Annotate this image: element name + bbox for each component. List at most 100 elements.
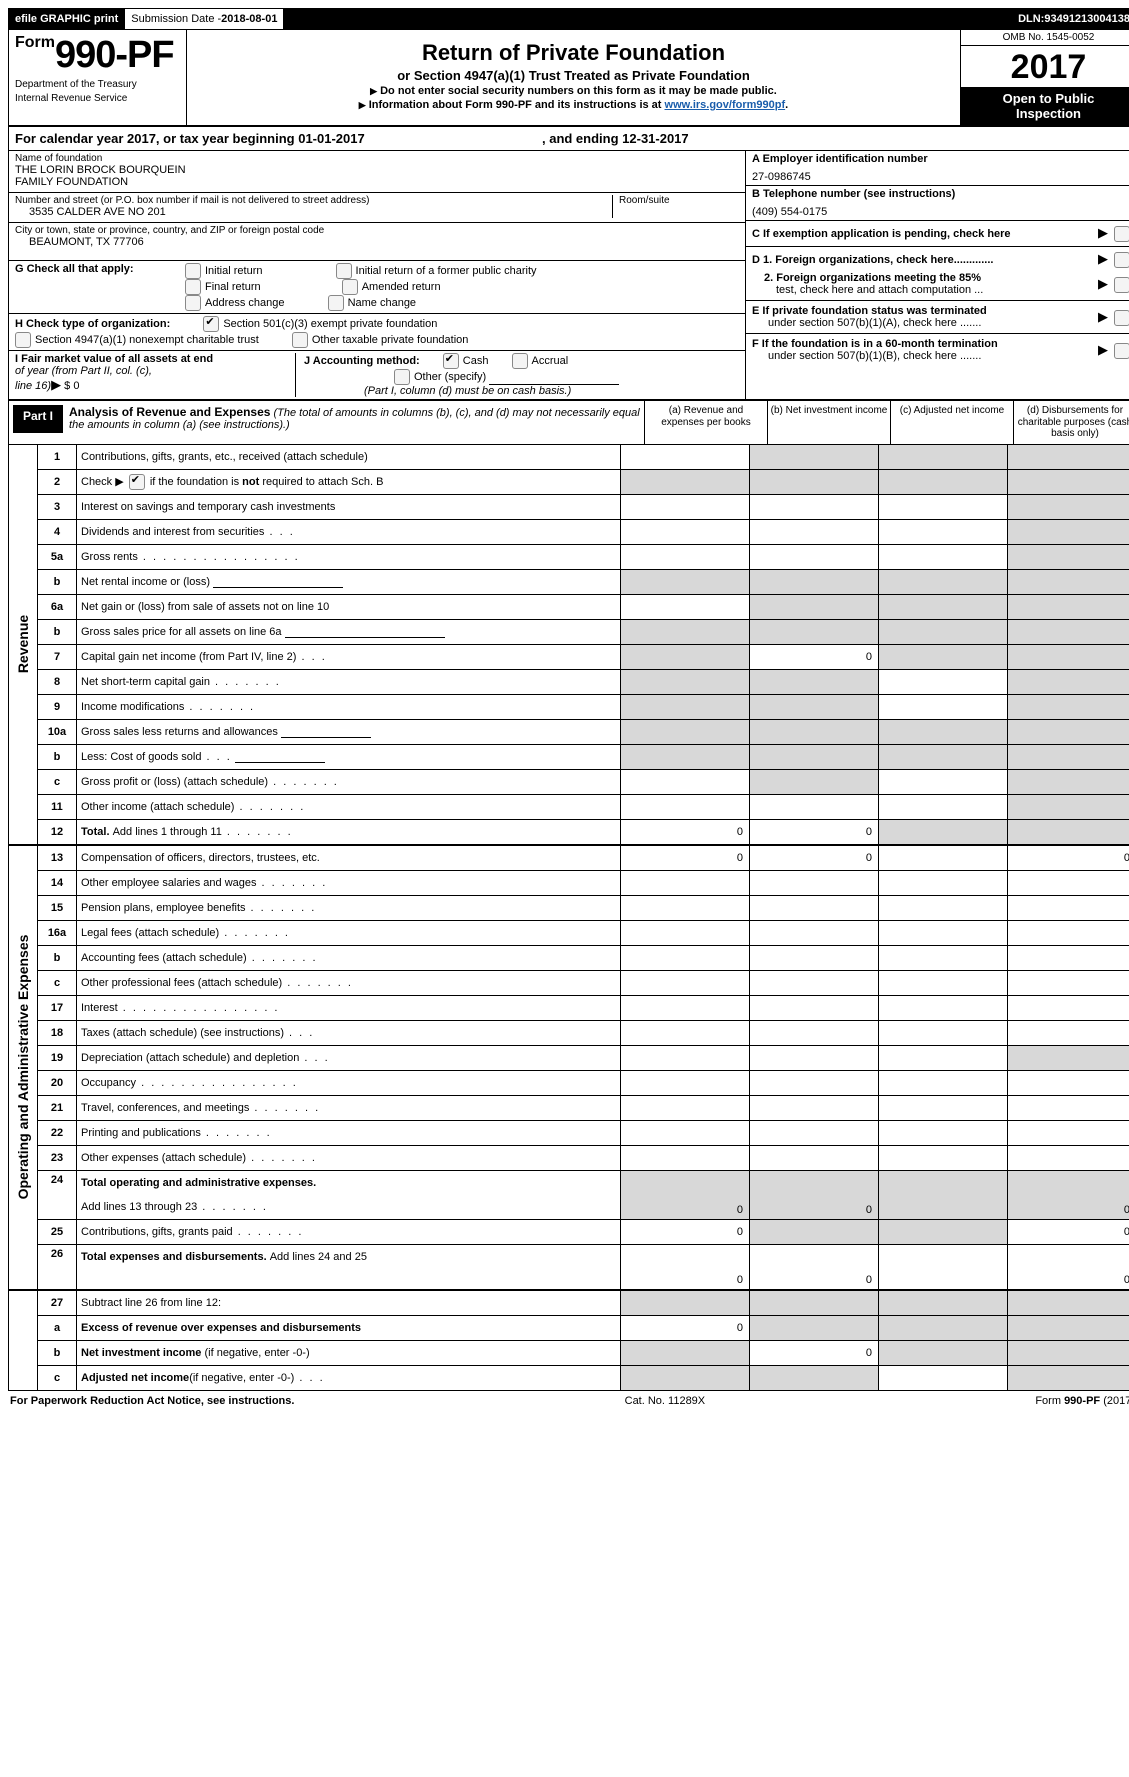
expenses-table: 13Compensation of officers, directors, t…: [38, 846, 1129, 1289]
entity-right: A Employer identification number 27-0986…: [745, 151, 1129, 399]
ck-c[interactable]: [1114, 226, 1129, 242]
part1-label: Part I: [13, 405, 63, 433]
g-o4: Amended return: [362, 281, 441, 293]
l10c: Gross profit or (loss) (attach schedule): [77, 769, 621, 794]
l13-a: 0: [621, 846, 750, 871]
l3: Interest on savings and temporary cash i…: [77, 494, 621, 519]
l10a: Gross sales less returns and allowances: [77, 719, 621, 744]
form-subtitle: or Section 4947(a)(1) Trust Treated as P…: [193, 68, 954, 83]
open-public: Open to Public Inspection: [961, 87, 1129, 125]
ck-other-taxable[interactable]: [292, 332, 308, 348]
i-1: I Fair market value of all assets at end: [15, 353, 213, 365]
part1-text: Analysis of Revenue and Expenses (The to…: [69, 401, 644, 437]
g-o5: Address change: [205, 297, 285, 309]
l9: Income modifications: [77, 694, 621, 719]
i-3: line 16): [15, 380, 51, 392]
foundation-name-cell: Name of foundation THE LORIN BROCK BOURQ…: [9, 151, 745, 193]
l26-a: 0: [621, 1244, 750, 1289]
dln-label: DLN:: [1018, 13, 1044, 25]
l15: Pension plans, employee benefits: [77, 895, 621, 920]
ck-name-change[interactable]: [328, 295, 344, 311]
ck-d2[interactable]: [1114, 277, 1129, 293]
box-b: B Telephone number (see instructions) (4…: [746, 186, 1129, 221]
address-row: Number and street (or P.O. box number if…: [9, 193, 745, 223]
l10b: Less: Cost of goods sold: [77, 744, 621, 769]
j-note: (Part I, column (d) must be on cash basi…: [364, 385, 571, 397]
l24b: Add lines 13 through 23: [77, 1195, 621, 1220]
line27-table: 27Subtract line 26 from line 12: aExcess…: [38, 1291, 1129, 1390]
d2b: test, check here and attach computation …: [776, 284, 983, 296]
ck-cash[interactable]: [443, 353, 459, 369]
ck-amended[interactable]: [342, 279, 358, 295]
instructions-link[interactable]: www.irs.gov/form990pf: [665, 99, 786, 111]
h-o3: Other taxable private foundation: [312, 334, 469, 346]
box-c: C If exemption application is pending, c…: [746, 221, 1129, 247]
name-2: FAMILY FOUNDATION: [15, 176, 739, 188]
ck-f[interactable]: [1114, 343, 1129, 359]
city-label: City or town, state or province, country…: [15, 225, 739, 236]
e2: under section 507(b)(1)(A), check here .…: [768, 317, 981, 329]
l25-a: 0: [621, 1219, 750, 1244]
ck-4947a1[interactable]: [15, 332, 31, 348]
l13: Compensation of officers, directors, tru…: [77, 846, 621, 871]
l8: Net short-term capital gain: [77, 669, 621, 694]
top-bar: efile GRAPHIC print Submission Date - 20…: [8, 8, 1129, 30]
l20: Occupancy: [77, 1070, 621, 1095]
ck-501c3[interactable]: [203, 316, 219, 332]
b-label: B Telephone number (see instructions): [752, 188, 1129, 200]
l23: Other expenses (attach schedule): [77, 1145, 621, 1170]
ck-address-change[interactable]: [185, 295, 201, 311]
omb-no: OMB No. 1545-0052: [961, 30, 1129, 46]
note2-a: Information about Form 990-PF and its in…: [359, 99, 665, 111]
f2: under section 507(b)(1)(B), check here .…: [768, 350, 981, 362]
d1: D 1. Foreign organizations, check here..…: [752, 254, 993, 266]
ck-initial-former[interactable]: [336, 263, 352, 279]
expenses-side: Operating and Administrative Expenses: [9, 846, 38, 1289]
ck-d1[interactable]: [1114, 252, 1129, 268]
l13-d: 0: [1008, 846, 1129, 871]
box-d: D 1. Foreign organizations, check here..…: [746, 247, 1129, 301]
l24-d: 0: [1008, 1170, 1129, 1219]
city-value: BEAUMONT, TX 77706: [29, 236, 739, 248]
a-value: 27-0986745: [752, 171, 1129, 183]
l21: Travel, conferences, and meetings: [77, 1095, 621, 1120]
revenue-label: Revenue: [15, 615, 31, 673]
l5a: Gross rents: [77, 544, 621, 569]
l24-a: 0: [621, 1170, 750, 1219]
l24: Total operating and administrative expen…: [77, 1170, 621, 1195]
dln-value: 93491213004138: [1044, 13, 1129, 25]
page-footer: For Paperwork Reduction Act Notice, see …: [8, 1391, 1129, 1407]
l18: Taxes (attach schedule) (see instruction…: [77, 1020, 621, 1045]
l5b: Net rental income or (loss): [77, 569, 621, 594]
l27b: Net investment income (if negative, ente…: [77, 1340, 621, 1365]
ck-final-return[interactable]: [185, 279, 201, 295]
box-f: F If the foundation is in a 60-month ter…: [746, 334, 1129, 366]
form-header: Form990-PF Department of the Treasury In…: [8, 30, 1129, 125]
header-center: Return of Private Foundation or Section …: [187, 30, 960, 125]
revenue-table: 1Contributions, gifts, grants, etc., rec…: [38, 445, 1129, 844]
column-headers: (a) Revenue and expenses per books (b) N…: [644, 401, 1129, 444]
ck-schb[interactable]: [129, 474, 145, 490]
ck-accrual[interactable]: [512, 353, 528, 369]
a-label: A Employer identification number: [752, 153, 1129, 165]
expenses-section: Operating and Administrative Expenses 13…: [8, 846, 1129, 1291]
ck-e[interactable]: [1114, 310, 1129, 326]
city-row: City or town, state or province, country…: [9, 223, 745, 261]
l25: Contributions, gifts, grants paid: [77, 1219, 621, 1244]
footer-left: For Paperwork Reduction Act Notice, see …: [10, 1395, 294, 1407]
entity-left: Name of foundation THE LORIN BROCK BOURQ…: [9, 151, 745, 399]
g-o6: Name change: [348, 297, 417, 309]
cal-b: , and ending 12-31-2017: [542, 131, 689, 146]
ck-other-method[interactable]: [394, 369, 410, 385]
l26-d: 0: [1008, 1244, 1129, 1289]
part1-header: Part I Analysis of Revenue and Expenses …: [8, 399, 1129, 445]
header-right: OMB No. 1545-0052 2017 Open to Public In…: [960, 30, 1129, 125]
l27: Subtract line 26 from line 12:: [77, 1291, 621, 1316]
dln: DLN: 93491213004138: [1012, 9, 1129, 29]
revenue-section: Revenue 1Contributions, gifts, grants, e…: [8, 445, 1129, 846]
col-c: (c) Adjusted net income: [890, 401, 1013, 444]
j-label: J Accounting method:: [304, 355, 420, 367]
ck-initial-return[interactable]: [185, 263, 201, 279]
name-label: Name of foundation: [15, 153, 739, 164]
h-label: H Check type of organization:: [15, 318, 170, 330]
